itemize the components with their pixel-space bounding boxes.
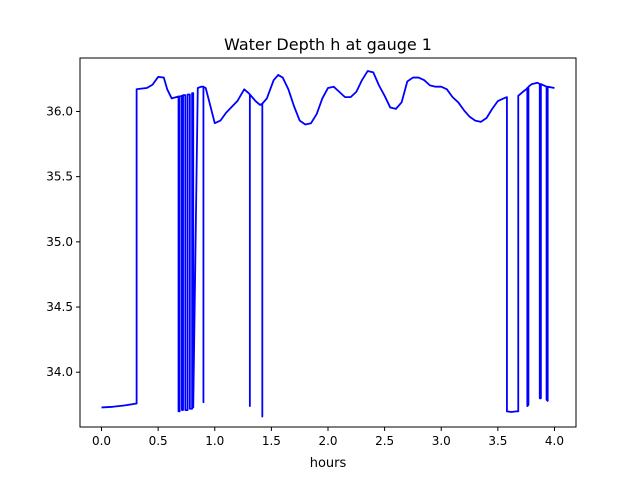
x-tick-label: 2.0 [318, 434, 337, 448]
x-tick-label: 4.0 [545, 434, 564, 448]
x-tick-label: 0.0 [92, 434, 111, 448]
x-axis-label: hours [310, 456, 347, 471]
axes-frame [79, 57, 577, 428]
y-tick-label: 34.0 [46, 365, 73, 379]
x-tick-label: 2.5 [375, 434, 394, 448]
chart-title: Water Depth h at gauge 1 [224, 35, 432, 54]
y-tick-label: 34.5 [46, 300, 73, 314]
series-line [101, 70, 555, 418]
x-tick-label: 1.0 [205, 434, 224, 448]
y-tick-label: 35.0 [46, 235, 73, 249]
axis-ticks: 0.0 0.5 1.0 1.5 2.0 2.5 3.0 3.5 4.0 34.0 34.5 35.0 3… [46, 104, 564, 448]
x-tick-label: 3.0 [432, 434, 451, 448]
y-tick-label: 36.0 [46, 104, 73, 118]
plot-area [101, 70, 555, 418]
x-tick-label: 1.5 [262, 434, 281, 448]
x-tick-label: 3.5 [488, 434, 507, 448]
x-tick-label: 0.5 [149, 434, 168, 448]
y-tick-label: 35.5 [46, 170, 73, 184]
